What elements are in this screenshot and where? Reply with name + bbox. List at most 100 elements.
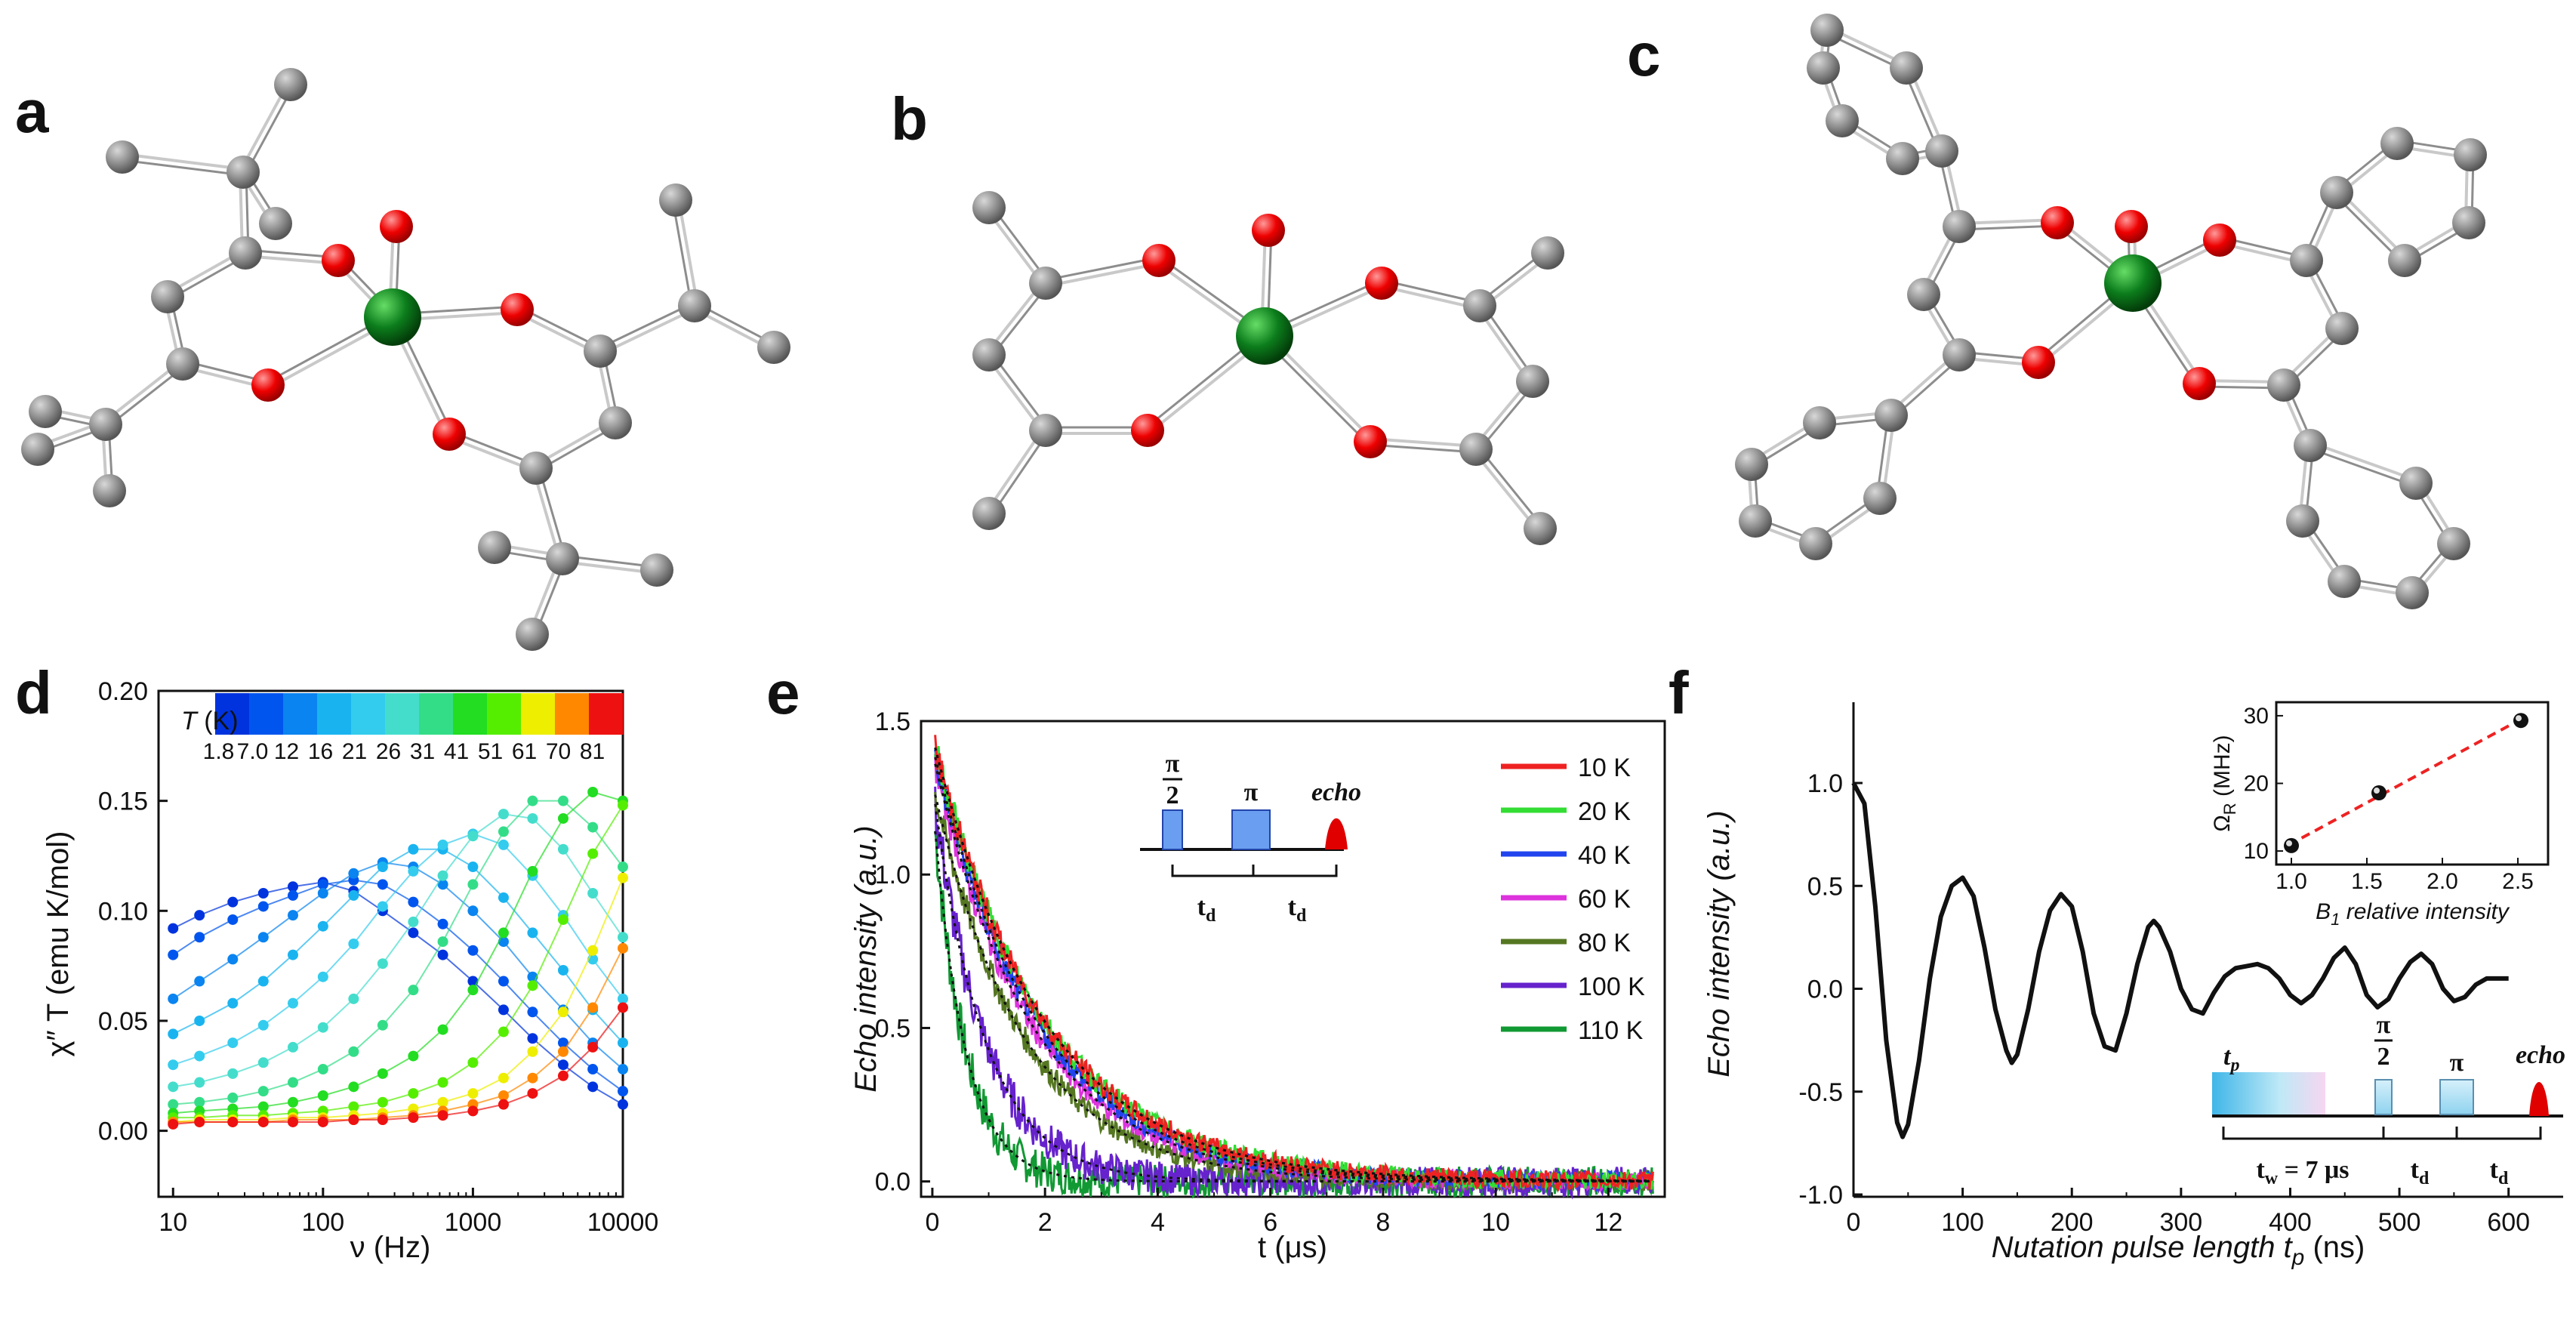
carbon-atom xyxy=(2328,565,2361,598)
x-tick-label: 10 xyxy=(1481,1208,1510,1237)
carbon-atom xyxy=(21,433,54,466)
data-point xyxy=(618,993,628,1004)
bond xyxy=(2310,441,2418,482)
chart-e-legend: 10 K 20 K 40 K 60 K 80 K 100 K 110 K xyxy=(1501,754,1645,1045)
series-line xyxy=(173,791,624,1114)
carbon-atom xyxy=(1826,104,1859,137)
carbon-atom xyxy=(29,395,62,428)
data-point xyxy=(348,868,359,879)
colorbar-label: 61 xyxy=(512,739,537,764)
data-point xyxy=(287,1077,298,1088)
bond xyxy=(1046,261,1160,288)
oxygen-atom xyxy=(2115,210,2148,243)
carbon-atom xyxy=(106,140,139,174)
data-point xyxy=(408,1050,419,1062)
colorbar-label: 16 xyxy=(308,739,333,764)
data-point xyxy=(498,809,509,820)
legend-label: 100 K xyxy=(1578,973,1645,1001)
pi-half-pulse-f xyxy=(2374,1079,2393,1115)
data-point xyxy=(527,1088,538,1099)
data-point xyxy=(618,1064,628,1075)
data-point xyxy=(257,1086,269,1097)
data-point xyxy=(587,1002,599,1013)
colorbar-label: 12 xyxy=(274,739,299,764)
data-point xyxy=(557,1037,569,1049)
td-label-1: td xyxy=(1197,893,1216,926)
carbon-atom xyxy=(1029,267,1062,300)
carbon-atom xyxy=(259,207,292,240)
colorbar-swatch xyxy=(589,693,624,735)
carbon-atom xyxy=(2294,429,2327,462)
colorbar-label: 31 xyxy=(410,739,435,764)
data-point xyxy=(227,1068,239,1079)
carbon-atom xyxy=(1739,504,1772,538)
colorbar-swatch xyxy=(453,693,488,735)
pi-half-f-den: 2 xyxy=(2377,1043,2390,1071)
bond-shade xyxy=(1370,443,1476,454)
inset-point xyxy=(2513,713,2528,729)
data-point xyxy=(317,888,328,899)
carbon-atom xyxy=(546,542,579,575)
echo-signal xyxy=(1325,818,1348,849)
data-point xyxy=(257,1019,269,1031)
carbon-atom xyxy=(1907,278,1940,311)
y-tick-label: 0.0 xyxy=(1807,976,1843,1004)
series-line xyxy=(172,848,624,1044)
chart-e-ylabel: Echo intensity (a.u.) xyxy=(849,825,883,1093)
tw-label: tw = 7 μs xyxy=(2256,1156,2349,1188)
data-point xyxy=(168,1081,179,1093)
bond xyxy=(1370,437,1477,449)
pi-half-pulse xyxy=(1162,809,1183,850)
colorbar-swatch xyxy=(555,693,590,735)
colorbar-swatch xyxy=(521,693,556,735)
echo-label-f: echo xyxy=(2516,1041,2565,1069)
carbon-atom xyxy=(1531,236,1564,270)
panel-label-a: a xyxy=(15,78,49,145)
oxygen-atom xyxy=(2022,346,2055,379)
data-point xyxy=(168,1099,179,1110)
data-point xyxy=(498,826,509,837)
data-point xyxy=(527,812,538,824)
carbon-atom xyxy=(2437,527,2470,560)
data-point xyxy=(227,997,239,1009)
data-point xyxy=(467,862,479,873)
data-point xyxy=(408,916,419,927)
molecule-a xyxy=(21,68,790,651)
inset-y-tick: 30 xyxy=(2244,704,2269,729)
data-point xyxy=(257,1057,269,1068)
data-point xyxy=(227,896,239,908)
data-point xyxy=(317,1090,328,1101)
bond-shade xyxy=(1382,279,1481,304)
carbon-atom xyxy=(2320,176,2353,209)
data-point xyxy=(287,881,298,892)
data-point xyxy=(408,985,419,996)
pi-half-label-num: π xyxy=(1166,750,1180,778)
x-tick-label: 4 xyxy=(1151,1208,1165,1237)
chart-e-lines xyxy=(934,735,1654,1200)
x-tick-label: 200 xyxy=(2051,1208,2094,1237)
data-point xyxy=(498,976,509,987)
echo-label: echo xyxy=(1311,778,1361,806)
data-point xyxy=(557,1046,569,1057)
data-point xyxy=(168,1118,179,1130)
data-point xyxy=(437,949,448,960)
colorbar-label: 26 xyxy=(376,739,401,764)
y-tick-label: -0.5 xyxy=(1798,1078,1843,1107)
fit-line xyxy=(934,794,1651,1182)
carbon-atom xyxy=(2396,576,2429,609)
carbon-atom xyxy=(1463,289,1496,322)
data-point xyxy=(527,1072,538,1084)
data-point xyxy=(287,1116,298,1127)
x-tick-label: 6 xyxy=(1263,1208,1277,1237)
carbon-atom xyxy=(972,191,1006,224)
x-tick-label: 100 xyxy=(301,1208,344,1237)
data-point xyxy=(587,822,599,833)
colorbar-label: 41 xyxy=(444,739,469,764)
data-point xyxy=(168,949,179,960)
oxygen-atom xyxy=(380,210,413,243)
data-point xyxy=(317,879,328,890)
data-point xyxy=(227,954,239,965)
y-tick-label: -1.0 xyxy=(1798,1181,1843,1210)
data-point xyxy=(348,993,359,1004)
y-tick-label: 0.5 xyxy=(1807,872,1843,901)
